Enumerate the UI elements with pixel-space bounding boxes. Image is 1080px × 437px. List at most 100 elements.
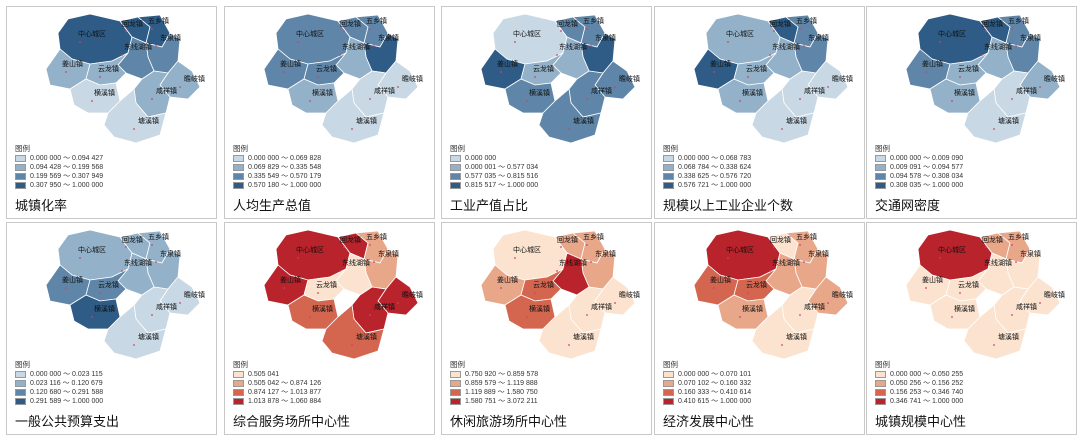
- legend-swatch: [450, 380, 461, 387]
- legend-swatch: [233, 380, 244, 387]
- town-label: 姜山镇: [497, 59, 518, 68]
- map-caption: 规模以上工业企业个数: [663, 199, 794, 214]
- town-label: 五乡镇: [148, 16, 169, 25]
- legend-label: 0.577 035 ～ 0.815 516: [465, 173, 539, 180]
- map-panel: 中心城区 回龙镇 五乡镇 东泉镇 东线湖镇 姜山镇 云龙镇 横溪镇 瞻岐镇 咸祥镇 塘溪镇 图例 0.0…: [6, 222, 217, 435]
- town-label: 塘溪镇: [786, 116, 807, 125]
- town-label: 姜山镇: [62, 275, 83, 284]
- town-seat-marker: [981, 54, 983, 56]
- legend-title: 图例: [15, 144, 30, 153]
- town-label: 塘溪镇: [138, 332, 159, 341]
- legend-swatch: [15, 173, 26, 180]
- legend-entry: 0.505 041: [233, 370, 321, 379]
- town-seat-marker: [133, 344, 135, 346]
- town-label: 东线湖镇: [124, 42, 152, 51]
- legend: 图例 0.750 920 ～ 0.859 578 0.859 579 ～ 1.119…: [450, 360, 538, 406]
- legend-label: 0.000 001 ～ 0.577 034: [465, 164, 539, 171]
- legend-label: 0.199 569 ～ 0.307 949: [30, 173, 104, 180]
- legend-label: 0.070 102 ～ 0.160 332: [678, 380, 752, 387]
- town-seat-marker: [500, 287, 502, 289]
- town-seat-marker: [925, 287, 927, 289]
- map-panel: 中心城区 回龙镇 五乡镇 东泉镇 东线湖镇 姜山镇 云龙镇 横溪镇 瞻岐镇 咸祥镇 塘溪镇 图例 0.5…: [224, 222, 435, 435]
- town-label: 姜山镇: [710, 59, 731, 68]
- town-label: 瞻岐镇: [619, 74, 640, 83]
- town-seat-marker: [151, 98, 153, 100]
- legend-label: 1.580 751 ～ 3.072 211: [465, 398, 538, 405]
- legend-entry: 0.023 116 ～ 0.120 679: [15, 379, 103, 388]
- map-panel: 中心城区 回龙镇 五乡镇 东泉镇 东线湖镇 姜山镇 云龙镇 横溪镇 瞻岐镇 咸祥镇 塘溪镇 图例 0.0…: [654, 6, 865, 219]
- legend-label: 0.023 116 ～ 0.120 679: [30, 380, 103, 387]
- town-label: 中心城区: [78, 245, 106, 254]
- legend-swatch: [233, 155, 244, 162]
- town-label: 东线湖镇: [559, 258, 587, 267]
- town-seat-marker: [369, 28, 371, 30]
- legend-title: 图例: [663, 360, 678, 369]
- town-seat-marker: [125, 246, 127, 248]
- town-seat-marker: [283, 71, 285, 73]
- legend-swatch: [663, 380, 674, 387]
- legend-swatch: [875, 164, 886, 171]
- town-label: 塘溪镇: [356, 116, 377, 125]
- town-label: 回龙镇: [122, 19, 143, 28]
- town-seat-marker: [369, 98, 371, 100]
- legend-label: 0.291 589 ～ 1.000 000: [30, 398, 104, 405]
- town-label: 横溪镇: [954, 88, 975, 97]
- town-seat-marker: [803, 45, 805, 47]
- legend-entry: 0.410 615 ～ 1.000 000: [663, 397, 751, 406]
- town-label: 回龙镇: [557, 235, 578, 244]
- legend-swatch: [233, 389, 244, 396]
- town-label: 五乡镇: [148, 232, 169, 241]
- legend-title: 图例: [663, 144, 678, 153]
- town-label: 塘溪镇: [998, 332, 1019, 341]
- town-label: 横溪镇: [529, 304, 550, 313]
- legend-swatch: [663, 389, 674, 396]
- town-seat-marker: [713, 71, 715, 73]
- legend-label: 0.000 000: [465, 155, 497, 162]
- map-caption: 交通网密度: [875, 199, 941, 214]
- legend-label: 0.009 091 ～ 0.094 577: [890, 164, 964, 171]
- town-seat-marker: [727, 257, 729, 259]
- town-seat-marker: [534, 292, 536, 294]
- legend-label: 0.576 721 ～ 1.000 000: [678, 182, 752, 189]
- town-region: [963, 304, 1027, 360]
- town-seat-marker: [151, 28, 153, 30]
- legend-entry: 0.874 127 ～ 1.013 877: [233, 388, 321, 397]
- town-seat-marker: [125, 30, 127, 32]
- map-caption: 工业产值占比: [450, 199, 529, 214]
- legend-label: 0.570 180 ～ 1.000 000: [248, 182, 322, 189]
- town-seat-marker: [317, 76, 319, 78]
- town-label: 横溪镇: [94, 88, 115, 97]
- legend-swatch: [875, 173, 886, 180]
- map-caption: 城镇化率: [15, 199, 68, 214]
- town-seat-marker: [1011, 244, 1013, 246]
- town-label: 东泉镇: [160, 33, 181, 42]
- town-label: 东线湖镇: [984, 42, 1012, 51]
- town-seat-marker: [568, 128, 570, 130]
- legend-label: 0.000 000 ～ 0.069 828: [248, 155, 322, 162]
- town-seat-marker: [121, 270, 123, 272]
- map-panel: 中心城区 回龙镇 五乡镇 东泉镇 东线湖镇 姜山镇 云龙镇 横溪镇 瞻岐镇 咸祥镇 塘溪镇 图例 0.0…: [6, 6, 217, 219]
- legend-label: 1.013 878 ～ 1.060 884: [248, 398, 322, 405]
- town-label: 姜山镇: [497, 275, 518, 284]
- town-region: [103, 88, 167, 144]
- town-label: 云龙镇: [98, 64, 119, 73]
- town-label: 五乡镇: [1008, 232, 1029, 241]
- town-seat-marker: [727, 41, 729, 43]
- legend-label: 0.346 741 ～ 1.000 000: [890, 398, 964, 405]
- town-label: 回龙镇: [340, 235, 361, 244]
- town-label: 塘溪镇: [998, 116, 1019, 125]
- town-label: 塘溪镇: [573, 332, 594, 341]
- town-seat-marker: [1039, 302, 1041, 304]
- town-seat-marker: [985, 30, 987, 32]
- town-label: 回龙镇: [557, 19, 578, 28]
- town-label: 横溪镇: [742, 304, 763, 313]
- map-caption: 一般公共预算支出: [15, 415, 120, 430]
- town-region: [321, 88, 385, 144]
- town-seat-marker: [65, 287, 67, 289]
- town-label: 瞻岐镇: [832, 74, 853, 83]
- town-seat-marker: [369, 314, 371, 316]
